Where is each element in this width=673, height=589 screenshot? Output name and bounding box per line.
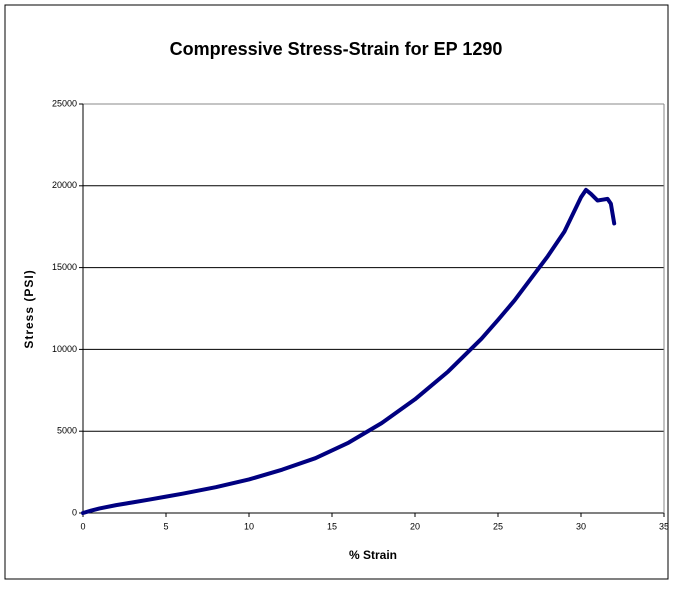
- x-tick-label: 35: [659, 521, 669, 531]
- y-tick-label: 0: [72, 507, 77, 517]
- y-tick-label: 20000: [52, 180, 77, 190]
- x-tick-label: 25: [493, 521, 503, 531]
- chart-title: Compressive Stress-Strain for EP 1290: [170, 39, 503, 59]
- y-axis-label: Stress (PSI): [22, 269, 36, 348]
- y-tick-label: 15000: [52, 262, 77, 272]
- x-tick-label: 15: [327, 521, 337, 531]
- data-line: [81, 187, 617, 515]
- y-tick-label: 25000: [52, 98, 77, 108]
- chart-frame: [4, 4, 669, 580]
- x-axis-label: % Strain: [349, 548, 397, 562]
- y-tick-label: 10000: [52, 344, 77, 354]
- x-tick-label: 20: [410, 521, 420, 531]
- x-tick-label: 5: [163, 521, 168, 531]
- y-tick-label: 5000: [57, 426, 77, 436]
- x-tick-label: 30: [576, 521, 586, 531]
- x-tick-label: 10: [244, 521, 254, 531]
- x-tick-label: 0: [80, 521, 85, 531]
